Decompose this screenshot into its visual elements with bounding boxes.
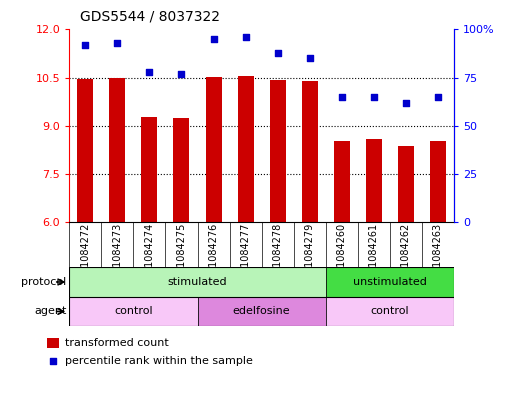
Bar <box>206 77 222 222</box>
Text: GSM1084276: GSM1084276 <box>209 223 219 288</box>
Point <box>434 94 442 100</box>
Point <box>273 50 282 56</box>
Point <box>177 71 186 77</box>
Bar <box>173 118 189 222</box>
Bar <box>69 297 198 326</box>
Text: percentile rank within the sample: percentile rank within the sample <box>65 356 253 365</box>
Bar <box>47 338 58 348</box>
Text: GSM1084274: GSM1084274 <box>145 223 154 288</box>
Bar <box>142 117 157 222</box>
Bar <box>238 76 253 222</box>
Text: GSM1084277: GSM1084277 <box>241 223 250 288</box>
Bar <box>398 146 414 222</box>
Bar <box>270 80 286 222</box>
Text: control: control <box>370 307 409 316</box>
Bar <box>430 141 446 222</box>
Text: GSM1084263: GSM1084263 <box>433 223 443 288</box>
Text: unstimulated: unstimulated <box>353 277 427 287</box>
Bar <box>334 141 350 222</box>
Bar <box>366 139 382 222</box>
Text: GSM1084273: GSM1084273 <box>112 223 122 288</box>
Text: stimulated: stimulated <box>168 277 227 287</box>
Point <box>370 94 378 100</box>
Point <box>402 99 410 106</box>
Text: protocol: protocol <box>22 277 67 287</box>
Text: GSM1084262: GSM1084262 <box>401 223 411 288</box>
Point <box>145 69 153 75</box>
Text: GSM1084275: GSM1084275 <box>176 223 186 288</box>
Point <box>338 94 346 100</box>
Text: GSM1084261: GSM1084261 <box>369 223 379 288</box>
Text: control: control <box>114 307 153 316</box>
Bar <box>69 267 326 297</box>
Bar <box>326 297 454 326</box>
Bar <box>77 79 93 222</box>
Bar <box>326 267 454 297</box>
Bar <box>109 78 125 222</box>
Point <box>209 36 218 42</box>
Point <box>306 55 314 61</box>
Text: GSM1084260: GSM1084260 <box>337 223 347 288</box>
Text: GDS5544 / 8037322: GDS5544 / 8037322 <box>80 9 220 24</box>
Text: GSM1084272: GSM1084272 <box>81 223 90 288</box>
Text: agent: agent <box>34 307 67 316</box>
Point <box>81 42 89 48</box>
Text: edelfosine: edelfosine <box>233 307 290 316</box>
Text: GSM1084278: GSM1084278 <box>273 223 283 288</box>
Bar <box>302 81 318 222</box>
Bar <box>198 297 326 326</box>
Point <box>113 40 122 46</box>
Point <box>49 358 57 364</box>
Point <box>242 34 250 40</box>
Text: GSM1084279: GSM1084279 <box>305 223 314 288</box>
Text: transformed count: transformed count <box>65 338 169 348</box>
